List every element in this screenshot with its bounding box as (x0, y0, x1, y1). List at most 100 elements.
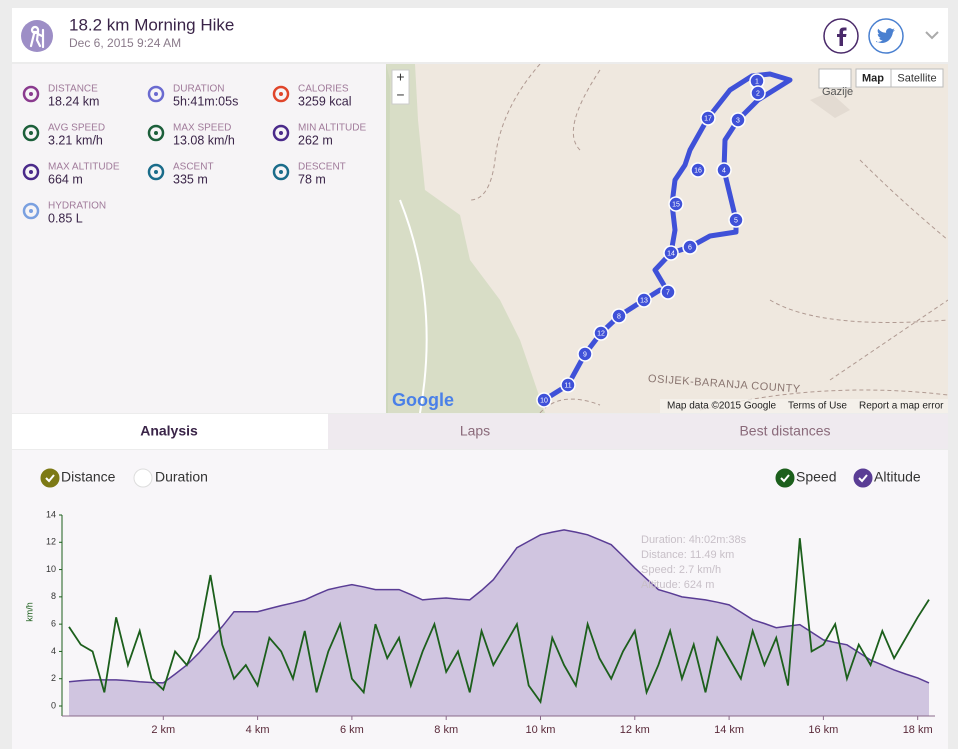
toggle-check (858, 474, 868, 483)
map-type[interactable]: Satellite (897, 72, 936, 84)
route-marker-label: 2 (756, 90, 760, 97)
map-footer-text: Map data ©2015 Google (667, 401, 777, 412)
x-tick-label: 16 km (808, 724, 838, 736)
route-marker[interactable] (668, 196, 684, 212)
stat-icon-dot (154, 170, 158, 174)
google-logo: Google (392, 390, 454, 410)
stat-icon-dot (29, 209, 33, 213)
route-marker[interactable] (663, 245, 679, 261)
tab-label[interactable]: Analysis (140, 423, 198, 439)
route-marker[interactable] (682, 239, 698, 255)
route-marker[interactable] (690, 162, 706, 178)
stat-value: 5h:41m:05s (173, 94, 238, 108)
route-marker-label: 12 (597, 330, 605, 337)
stat-icon (147, 124, 165, 142)
route-marker[interactable] (750, 85, 766, 101)
x-mode[interactable]: Duration (155, 469, 208, 485)
stat-label: DESCENT (298, 162, 346, 173)
route-marker[interactable] (536, 392, 552, 408)
route-marker-label: 13 (640, 297, 648, 304)
route-marker[interactable] (593, 325, 609, 341)
stat-icon (22, 163, 40, 181)
stat-value: 335 m (173, 172, 208, 186)
route-marker-label: 16 (694, 167, 702, 174)
toggle-box[interactable] (40, 468, 60, 488)
stat-icon-dot (279, 131, 283, 135)
toggle-box[interactable] (775, 468, 795, 488)
area (69, 529, 929, 716)
stat-icon (272, 85, 290, 103)
y-tick-label: 10 (46, 564, 56, 574)
route-marker[interactable] (611, 308, 627, 324)
stat-icon (22, 202, 40, 220)
road (399, 199, 428, 413)
x-mode[interactable]: Distance (61, 469, 116, 485)
toggle-box[interactable] (133, 468, 153, 488)
route-marker[interactable] (716, 162, 732, 178)
stat-icon (272, 124, 290, 142)
stat-icon (22, 85, 40, 103)
stat-label: MAX SPEED (173, 123, 231, 134)
place-label: Gazije (822, 86, 853, 98)
stat-icon-dot (154, 131, 158, 135)
x-tick-label: 4 km (246, 724, 270, 736)
route-marker[interactable] (700, 110, 716, 126)
stat-label: MIN ALTITUDE (298, 123, 366, 134)
stat-icon-dot (279, 92, 283, 96)
legend-label[interactable]: Altitude (874, 469, 921, 485)
stat-value: 18.24 km (48, 94, 99, 108)
map-type-satellite[interactable] (890, 68, 944, 88)
stat-label: AVG SPEED (48, 123, 105, 134)
route-marker[interactable] (660, 284, 676, 300)
toggle-box[interactable] (853, 468, 873, 488)
tab-bar (328, 414, 948, 449)
stats-panel (12, 64, 386, 413)
x-tick-label: 10 km (526, 724, 556, 736)
tooltip-line: Speed: 2.7 km/h (641, 564, 721, 576)
route-marker-label: 14 (667, 250, 675, 257)
x-tick-label: 8 km (434, 724, 458, 736)
route-marker-label: 15 (672, 201, 680, 208)
map-type[interactable]: Map (862, 72, 884, 84)
legend-label[interactable]: Speed (796, 469, 836, 485)
tab-label[interactable]: Best distances (739, 423, 830, 439)
stat-value: 0.85 L (48, 211, 83, 225)
map-footer (660, 399, 948, 413)
route-marker[interactable] (728, 212, 744, 228)
route-marker-label: 4 (722, 167, 726, 174)
y-tick-label: 4 (51, 646, 56, 656)
tab-label[interactable]: Laps (460, 423, 490, 439)
route-marker[interactable] (577, 346, 593, 362)
stat-value: 262 m (298, 133, 333, 147)
tab-active[interactable] (12, 414, 328, 449)
stat-value: 3.21 km/h (48, 133, 103, 147)
route-marker-label: 17 (704, 115, 712, 122)
header-icons: 18.2 km Morning Hike Dec 6, 2015 9:24 AM (21, 15, 939, 54)
toggle-check (45, 474, 55, 483)
header (12, 8, 948, 62)
route-marker-label: 9 (583, 351, 587, 358)
route-marker-label: 8 (617, 313, 621, 320)
zoom-in[interactable]: + (396, 69, 404, 85)
map-footer-text[interactable]: Terms of Use (788, 401, 847, 412)
zoom-out[interactable]: − (396, 87, 404, 103)
y-tick-label: 6 (51, 619, 56, 629)
stat-icon-dot (29, 92, 33, 96)
twitter-glyph (876, 28, 895, 43)
route-marker-label: 3 (736, 117, 740, 124)
layer-toggle[interactable] (818, 68, 852, 89)
route-marker[interactable] (560, 377, 576, 393)
hiker-glyph (29, 25, 45, 49)
stat-icon (22, 124, 40, 142)
route-marker-label: 10 (540, 397, 548, 404)
zoom-control[interactable] (391, 69, 410, 105)
facebook-glyph (837, 27, 847, 46)
stat-icon (147, 85, 165, 103)
expand-chevron[interactable] (925, 31, 939, 40)
route-marker[interactable] (636, 292, 652, 308)
route-marker[interactable] (730, 112, 746, 128)
boundary (469, 64, 948, 413)
map-footer-text[interactable]: Report a map error (859, 401, 944, 412)
